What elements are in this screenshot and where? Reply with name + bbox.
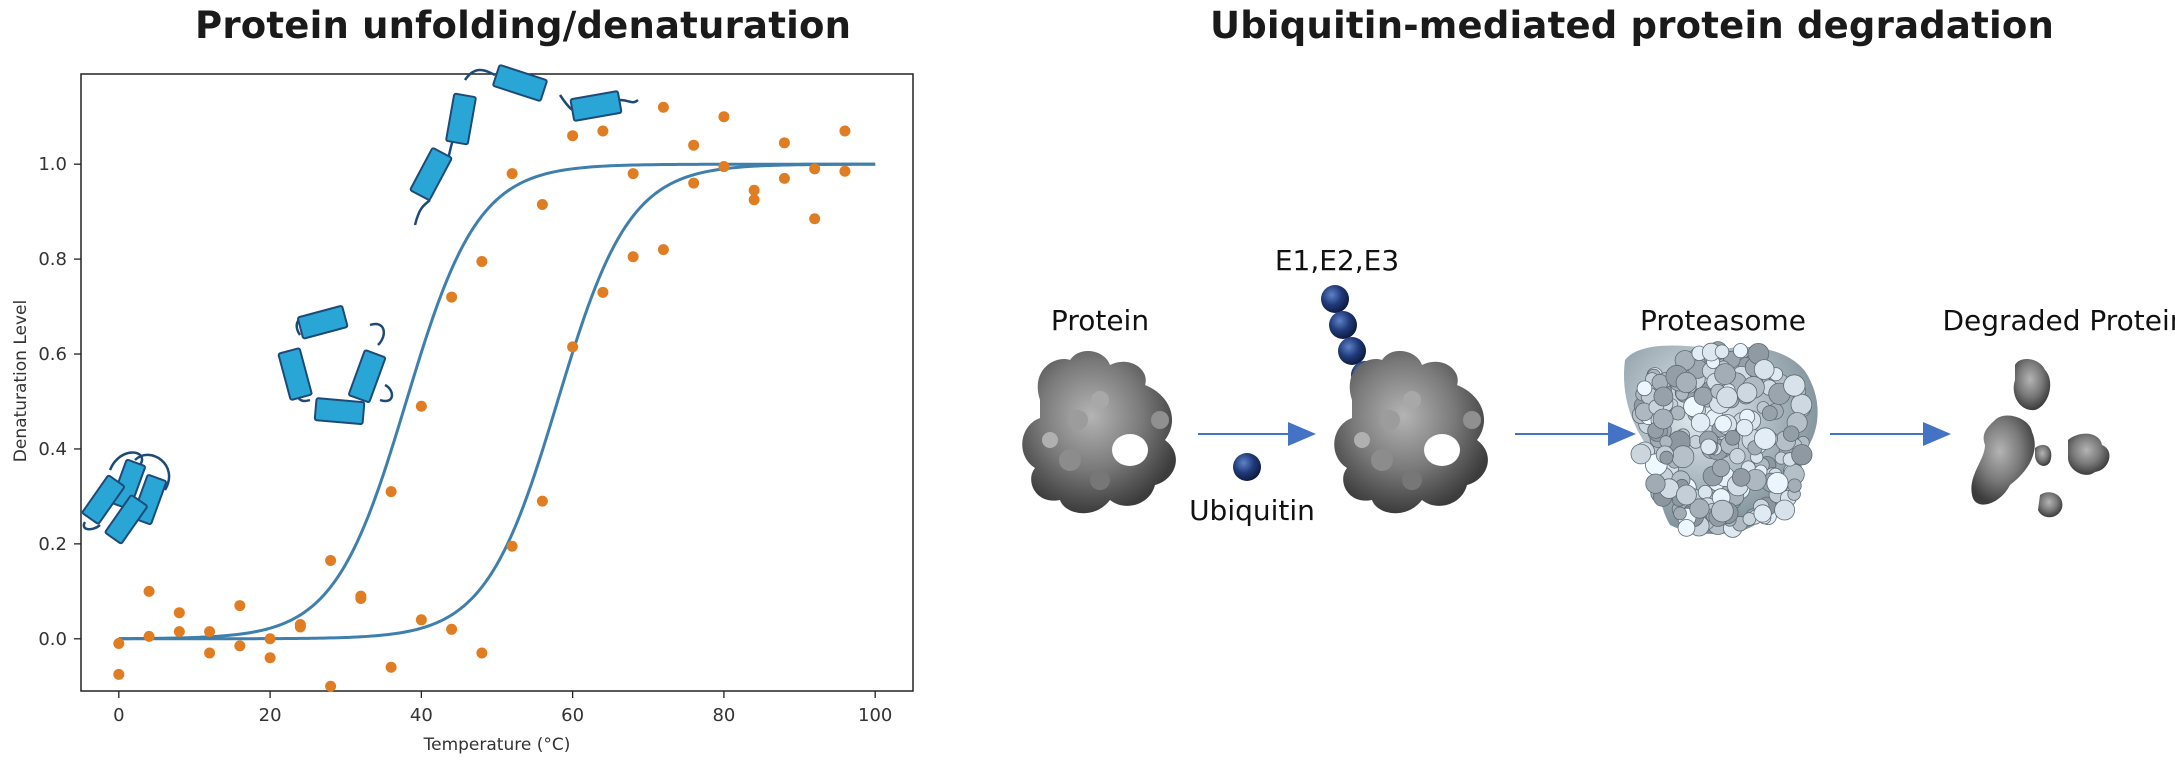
data-point [627,251,639,263]
data-point [688,139,700,151]
y-axis: 0.0 0.2 0.4 0.6 0.8 1.0 [38,154,81,650]
data-point [476,255,488,267]
left-panel-title: Protein unfolding/denaturation [195,4,852,47]
data-point [234,640,246,652]
data-point [778,137,790,149]
data-point [385,661,397,673]
sigmoid-fit-curve [118,162,876,641]
data-point [718,111,730,123]
proteasome-label: Proteasome [1640,304,1806,337]
data-point [506,168,518,180]
y-tick-label: 0.6 [38,344,67,365]
degraded-protein-label: Degraded Protein [1942,304,2175,337]
y-tick-label: 0.4 [38,439,67,460]
data-point [264,652,276,664]
data-point [415,400,427,412]
data-point [173,626,185,638]
y-tick-label: 0.0 [38,629,67,650]
data-point [113,668,125,680]
data-point [718,161,730,173]
data-point [748,194,760,206]
data-point [325,554,337,566]
data-point [809,213,821,225]
data-point [809,163,821,175]
y-axis-label: Denaturation Level [11,300,31,462]
folded-protein-cartoon [81,451,171,545]
data-point [688,177,700,189]
y-tick-label: 1.0 [38,154,67,175]
data-point [294,619,306,631]
fit-curves [118,162,876,641]
data-point [657,101,669,113]
data-point [204,626,216,638]
data-point [234,600,246,612]
data-point [536,199,548,211]
data-point [143,630,155,642]
data-point [536,495,548,507]
x-axis-label: Temperature (°C) [423,735,571,755]
data-point [748,184,760,196]
data-point [839,125,851,137]
data-point [839,165,851,177]
data-points [113,101,851,692]
proteasome-structure [1624,341,1818,538]
unfolded-protein-cartoon [409,64,639,226]
data-point [355,590,367,602]
ubiquitin-ball [1233,453,1261,481]
data-point [385,486,397,498]
protein-label: Protein [1051,304,1149,337]
data-point [446,623,458,635]
partially-unfolded-protein-cartoon [277,305,394,426]
data-point [567,341,579,353]
data-point [264,633,276,645]
data-point [627,168,639,180]
sigmoid-fit-curve [118,162,876,641]
ubiquitin-label: Ubiquitin [1189,494,1315,527]
data-point [173,607,185,619]
data-point [446,291,458,303]
data-point [143,585,155,597]
data-point [597,125,609,137]
data-point [476,647,488,659]
x-axis: 0 20 40 60 80 100 [113,691,892,726]
x-tick-label: 80 [712,705,735,726]
degraded-protein-fragments [1971,358,2110,518]
data-point [567,130,579,142]
x-tick-label: 0 [113,705,124,726]
x-tick-label: 20 [259,705,282,726]
data-point [506,540,518,552]
x-tick-label: 40 [410,705,433,726]
enzymes-label: E1,E2,E3 [1275,244,1399,277]
data-point [113,638,125,650]
data-point [325,680,337,692]
data-point [657,244,669,256]
data-point [415,614,427,626]
y-tick-label: 0.8 [38,249,67,270]
right-panel-title: Ubiquitin-mediated protein degradation [1210,4,2055,47]
data-point [597,286,609,298]
protein-structure [1022,350,1176,514]
x-tick-label: 60 [561,705,584,726]
data-point [778,172,790,184]
plot-area-frame [80,73,914,692]
ubiquitinated-protein-structure [1334,350,1488,514]
data-point [204,647,216,659]
x-tick-label: 100 [858,705,892,726]
y-tick-label: 0.2 [38,534,67,555]
